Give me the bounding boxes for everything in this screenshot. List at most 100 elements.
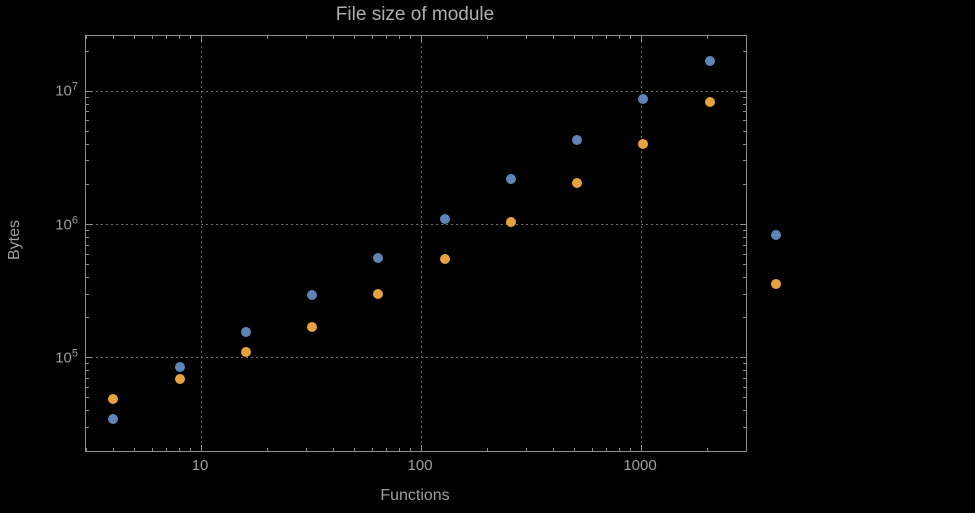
scatter-point-series-1 xyxy=(704,55,715,66)
y-tick-mark xyxy=(86,410,89,412)
y-tick-mark xyxy=(86,50,89,52)
scatter-point-series-1 xyxy=(108,413,119,424)
x-tick-mark xyxy=(112,448,114,451)
x-gridline xyxy=(420,36,422,451)
scatter-point-series-1 xyxy=(505,173,516,184)
y-tick-mark xyxy=(743,317,746,319)
x-tick-mark xyxy=(354,36,356,39)
y-tick-label: 105 xyxy=(55,347,78,367)
x-tick-mark xyxy=(371,36,373,39)
y-tick-mark xyxy=(86,143,89,145)
x-tick-mark xyxy=(552,36,554,39)
y-tick-mark xyxy=(86,90,92,92)
x-tick-mark xyxy=(151,448,153,451)
x-tick-mark xyxy=(166,36,168,39)
x-tick-mark xyxy=(266,36,268,39)
x-tick-mark xyxy=(190,448,192,451)
plot-frame xyxy=(85,35,781,452)
x-tick-mark xyxy=(410,448,412,451)
scatter-point-series-2 xyxy=(240,347,251,358)
x-tick-mark xyxy=(420,445,422,451)
scatter-point-series-2 xyxy=(638,139,649,150)
y-tick-mark xyxy=(743,143,746,145)
scatter-point-series-1 xyxy=(770,230,781,241)
x-tick-mark xyxy=(386,448,388,451)
scatter-point-series-2 xyxy=(174,374,185,385)
scatter-point-series-2 xyxy=(505,216,516,227)
x-tick-label: 1000 xyxy=(623,457,657,474)
x-tick-mark xyxy=(85,448,87,451)
x-tick-mark xyxy=(745,448,747,451)
y-tick-mark xyxy=(743,253,746,255)
y-tick-mark xyxy=(86,427,89,429)
y-tick-mark xyxy=(86,377,89,379)
scatter-point-series-2 xyxy=(770,278,781,289)
x-tick-mark xyxy=(179,36,181,39)
y-tick-mark xyxy=(86,160,89,162)
y-tick-mark xyxy=(86,293,89,295)
x-tick-mark xyxy=(354,448,356,451)
x-tick-mark xyxy=(630,36,632,39)
y-tick-label: 107 xyxy=(55,80,78,100)
x-tick-mark xyxy=(574,36,576,39)
y-tick-mark xyxy=(86,363,89,365)
y-tick-mark xyxy=(743,111,746,113)
scatter-point-series-2 xyxy=(704,97,715,108)
y-tick-mark xyxy=(743,264,746,266)
y-tick-mark xyxy=(743,244,746,246)
x-tick-mark xyxy=(112,36,114,39)
x-tick-mark xyxy=(525,36,527,39)
y-tick-mark xyxy=(743,377,746,379)
y-tick-mark xyxy=(743,236,746,238)
y-tick-mark xyxy=(86,103,89,105)
x-tick-mark xyxy=(574,448,576,451)
x-tick-mark xyxy=(486,36,488,39)
y-tick-mark xyxy=(743,427,746,429)
y-tick-mark xyxy=(86,230,89,232)
x-tick-mark xyxy=(386,36,388,39)
y-tick-mark xyxy=(86,244,89,246)
y-tick-mark xyxy=(86,130,89,132)
x-tick-mark xyxy=(371,448,373,451)
x-tick-mark xyxy=(745,36,747,39)
y-tick-mark xyxy=(743,386,746,388)
x-tick-mark xyxy=(552,448,554,451)
y-tick-mark xyxy=(86,397,89,399)
x-tick-mark xyxy=(591,448,593,451)
y-tick-mark xyxy=(86,450,89,452)
y-tick-mark xyxy=(86,111,89,113)
y-tick-mark xyxy=(743,277,746,279)
y-tick-mark xyxy=(743,160,746,162)
scatter-point-series-2 xyxy=(108,394,119,405)
scatter-point-series-1 xyxy=(638,94,649,105)
x-gridline xyxy=(640,36,642,451)
x-tick-mark xyxy=(305,36,307,39)
y-tick-mark xyxy=(743,103,746,105)
y-tick-mark xyxy=(86,236,89,238)
x-tick-mark xyxy=(399,36,401,39)
y-tick-mark xyxy=(743,363,746,365)
y-tick-mark xyxy=(740,224,746,226)
y-tick-mark xyxy=(743,397,746,399)
scatter-point-series-1 xyxy=(307,290,318,301)
x-tick-mark xyxy=(200,445,202,451)
y-tick-mark xyxy=(86,277,89,279)
y-tick-mark xyxy=(743,370,746,372)
x-tick-mark xyxy=(630,448,632,451)
x-tick-mark xyxy=(706,448,708,451)
y-tick-mark xyxy=(86,96,89,98)
x-tick-mark xyxy=(179,448,181,451)
y-gridline xyxy=(86,224,746,226)
chart-title: File size of module xyxy=(335,4,495,25)
x-tick-mark xyxy=(619,448,621,451)
x-tick-mark xyxy=(332,448,334,451)
x-tick-mark xyxy=(486,448,488,451)
y-tick-mark xyxy=(743,410,746,412)
scatter-point-series-1 xyxy=(174,362,185,373)
y-gridline xyxy=(86,357,746,359)
y-tick-mark xyxy=(86,317,89,319)
x-tick-mark xyxy=(200,36,202,42)
y-tick-mark xyxy=(743,120,746,122)
x-tick-mark xyxy=(266,448,268,451)
